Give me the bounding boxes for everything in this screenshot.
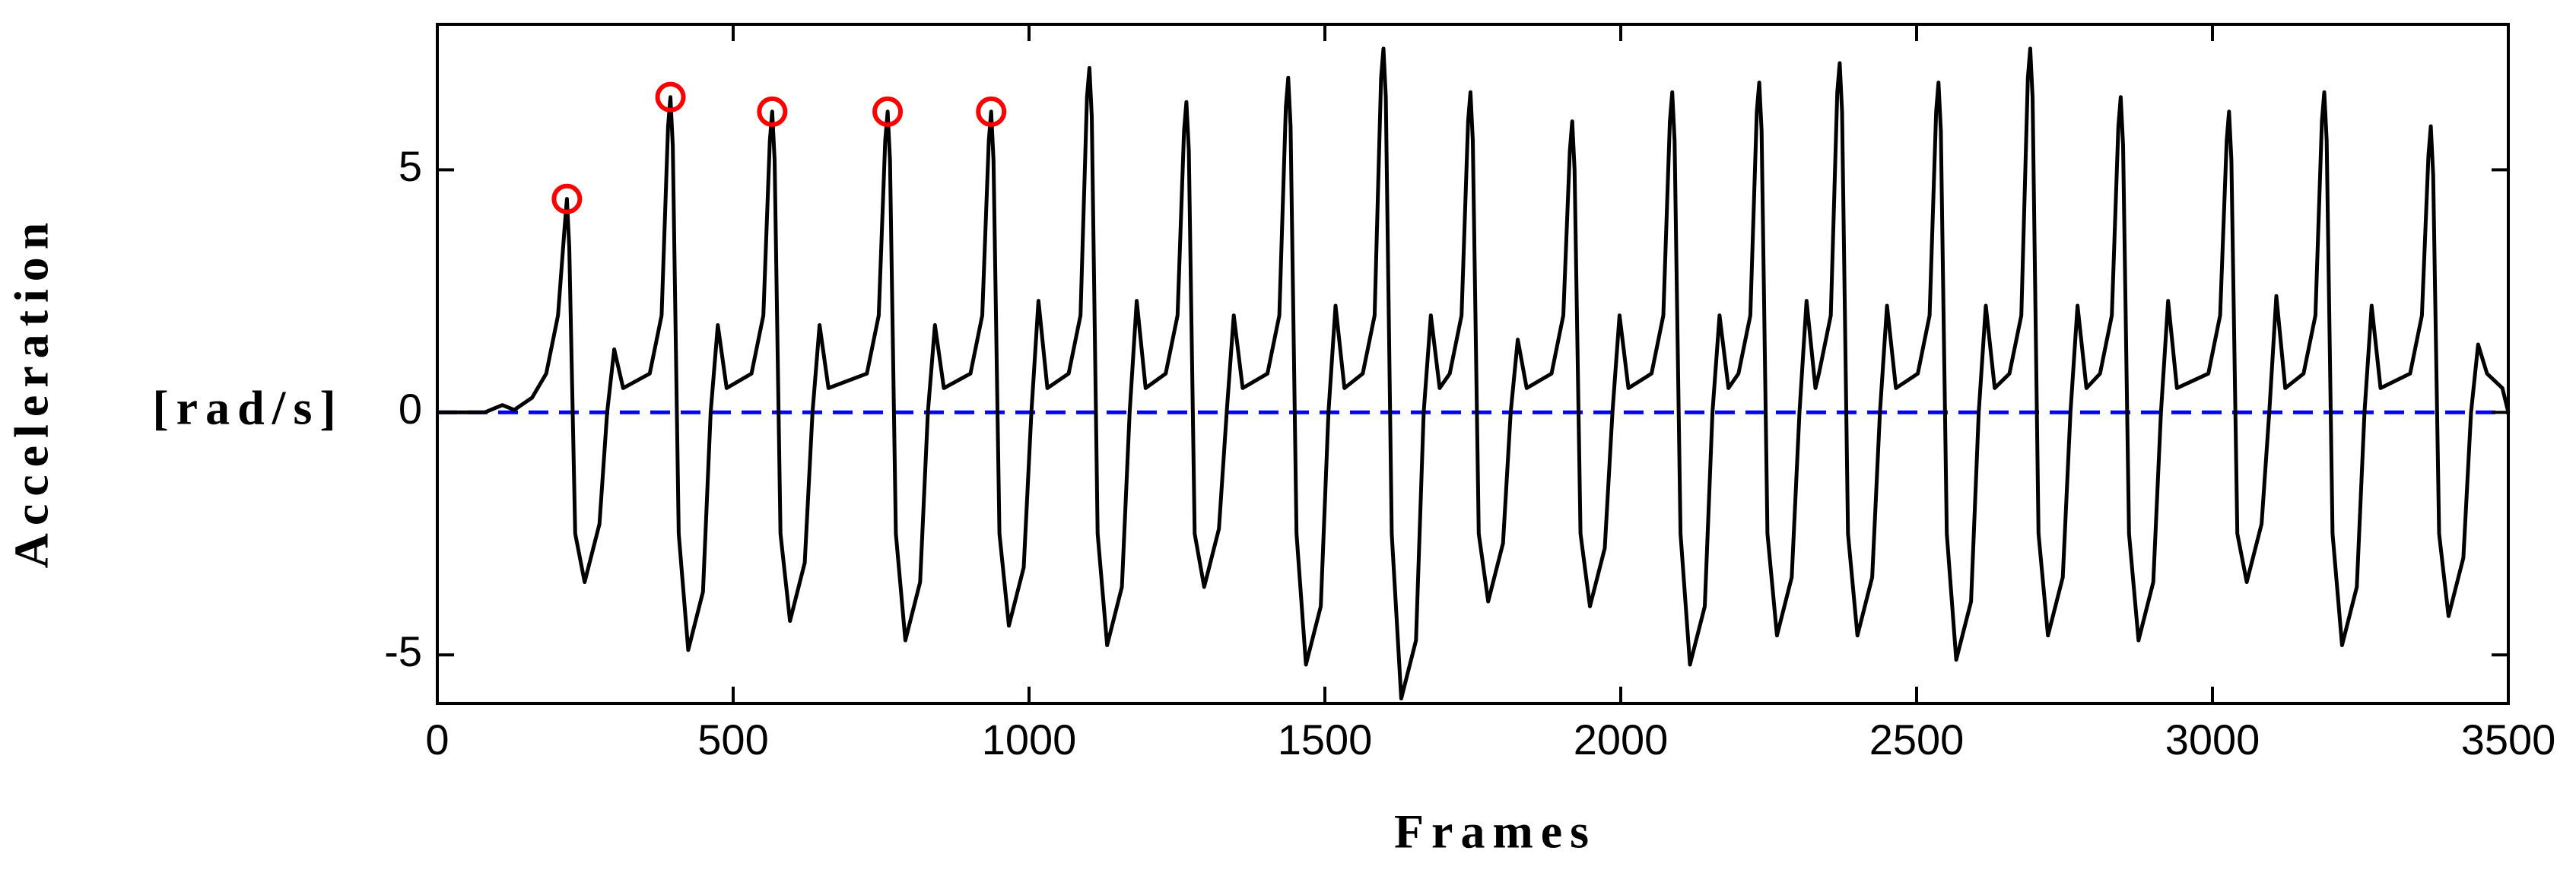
y-axis-unit: [rad/s] <box>152 381 343 435</box>
y-tick-label: 5 <box>399 142 422 190</box>
x-tick-label: 0 <box>425 716 449 763</box>
peak-marker <box>655 81 686 113</box>
peak-marker <box>976 96 1007 127</box>
peak-marker <box>551 183 583 214</box>
x-axis-label: Frames <box>1394 805 1596 859</box>
y-axis-label: Acceleration <box>5 215 59 569</box>
x-tick-label: 2000 <box>1574 716 1669 763</box>
y-tick-label: 0 <box>399 385 422 433</box>
peak-marker <box>757 96 788 127</box>
x-tick-label: 3500 <box>2461 716 2556 763</box>
peak-marker <box>872 96 904 127</box>
y-tick-label: -5 <box>384 627 422 675</box>
x-tick-label: 1000 <box>982 716 1077 763</box>
x-tick-label: 3000 <box>2165 716 2260 763</box>
x-tick-label: 500 <box>697 716 768 763</box>
plot-frame <box>436 23 2510 705</box>
x-tick-label: 1500 <box>1278 716 1373 763</box>
x-tick-label: 2500 <box>1869 716 1965 763</box>
signal-line <box>437 46 2511 701</box>
